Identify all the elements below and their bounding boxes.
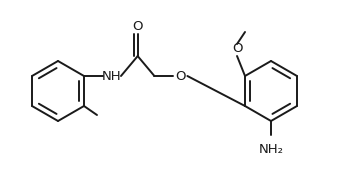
Text: NH: NH	[102, 70, 122, 83]
Text: O: O	[133, 20, 143, 33]
Text: O: O	[232, 42, 242, 55]
Text: NH₂: NH₂	[258, 143, 283, 156]
Text: O: O	[175, 70, 186, 83]
